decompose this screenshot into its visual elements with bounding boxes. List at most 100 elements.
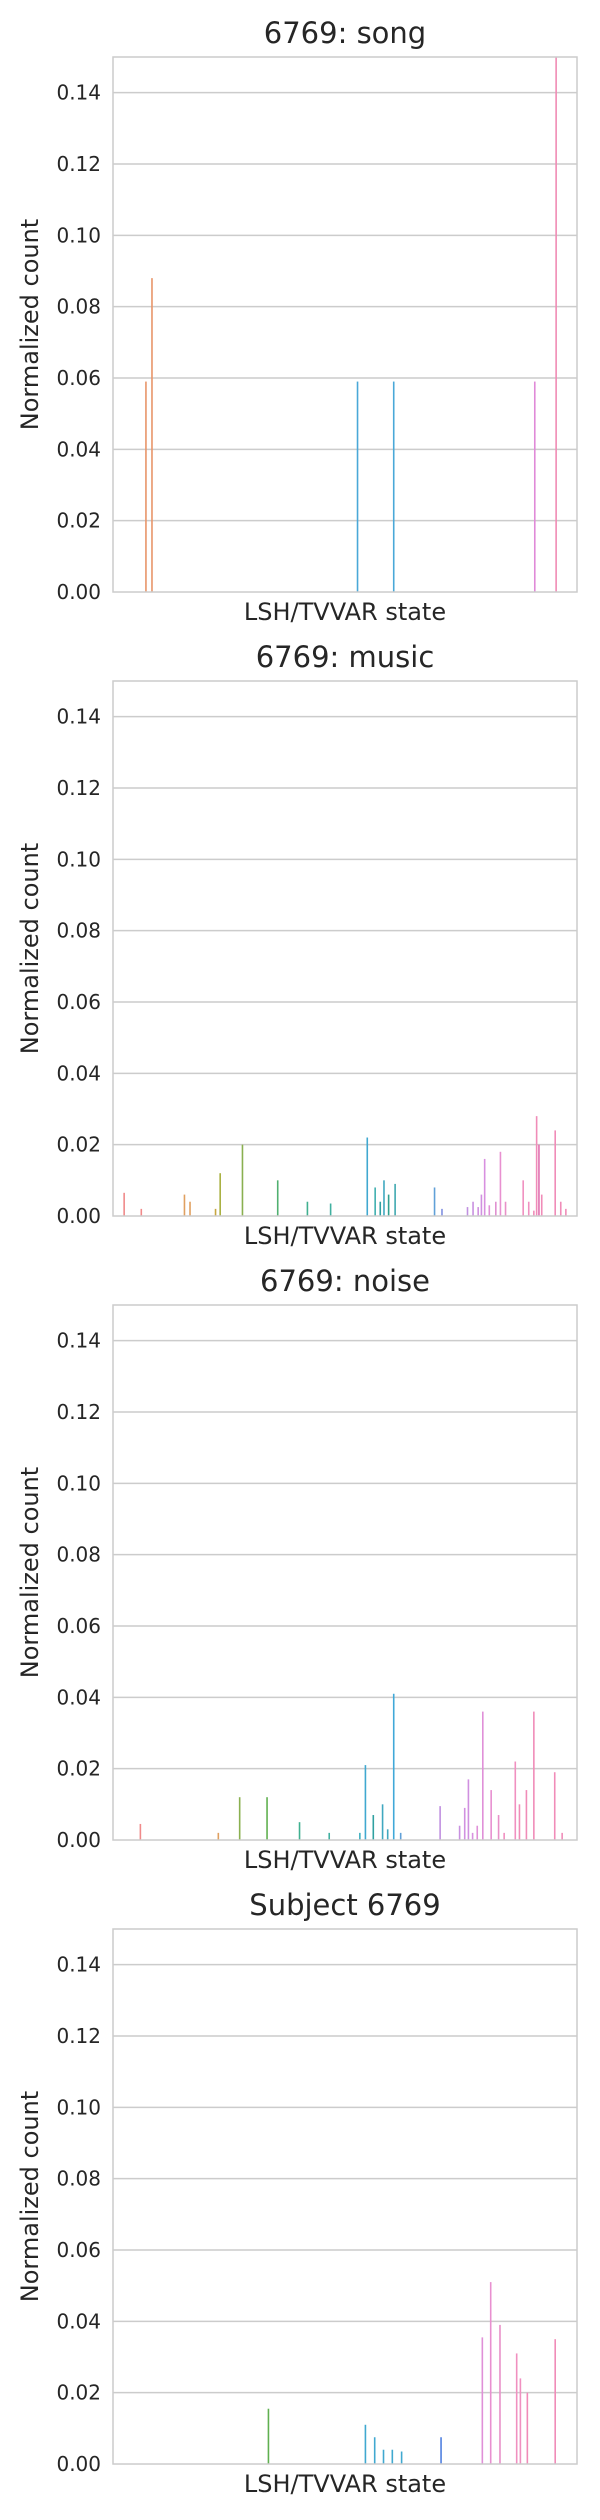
bar — [463, 1807, 466, 1840]
bar — [467, 1779, 470, 1840]
chart-svg-song: 6769: song 0.00 0.02 0.04 0.06 0.08 0.10 0.12 0… — [16, 16, 578, 626]
bar — [329, 1203, 332, 1216]
bar — [522, 1180, 524, 1216]
bar — [238, 1797, 241, 1840]
chart-panel-song: 6769: song 0.00 0.02 0.04 0.06 0.08 0.10 0.12 0… — [0, 0, 600, 630]
bar — [476, 1825, 479, 1840]
y-tick-label: 0.10 — [56, 223, 101, 247]
bar — [266, 1797, 268, 1840]
bar — [145, 381, 147, 592]
bar — [499, 1151, 502, 1216]
y-tick-label: 0.10 — [56, 1471, 101, 1495]
bar — [519, 2378, 522, 2464]
bar — [471, 1832, 474, 1840]
bar — [391, 2449, 394, 2464]
bar — [139, 1823, 142, 1840]
bar — [356, 381, 359, 592]
y-tick-label: 0.06 — [56, 2238, 101, 2262]
bar — [372, 1815, 375, 1840]
bar — [383, 1180, 385, 1216]
y-tick-label: 0.06 — [56, 366, 101, 390]
x-axis-label: LSH/TVVAR state — [244, 2470, 446, 2498]
bar — [359, 1832, 361, 1840]
y-axis-label: Normalized count — [16, 1467, 44, 1678]
bar — [490, 1790, 492, 1840]
bar — [386, 1829, 389, 1840]
bar — [189, 1201, 191, 1216]
bar — [276, 1180, 279, 1216]
bar — [526, 2392, 529, 2464]
y-axis-label: Normalized count — [16, 219, 44, 430]
bar — [440, 2437, 442, 2464]
bar — [392, 381, 395, 592]
bar — [555, 57, 557, 592]
y-tick-label: 0.10 — [56, 2095, 101, 2119]
y-tick-label: 0.02 — [56, 2381, 101, 2405]
bar — [527, 1201, 530, 1216]
bar — [565, 1208, 567, 1216]
bar — [400, 2451, 403, 2464]
y-tick-label: 0.06 — [56, 1614, 101, 1638]
y-tick-label: 0.00 — [56, 2452, 101, 2476]
y-tick-label: 0.14 — [56, 1329, 101, 1353]
y-tick-label: 0.10 — [56, 847, 101, 871]
y-axis-label: Normalized count — [16, 2091, 44, 2302]
x-axis-label: LSH/TVVAR state — [244, 1222, 446, 1250]
bar — [439, 1806, 441, 1840]
y-tick-label: 0.12 — [56, 2024, 101, 2048]
bar — [267, 2408, 270, 2464]
bar — [480, 1194, 483, 1216]
bar — [514, 1761, 517, 1840]
y-tick-label: 0.14 — [56, 1953, 101, 1977]
y-tick-label: 0.08 — [56, 919, 101, 943]
bar — [495, 1201, 497, 1216]
bar — [364, 1765, 367, 1840]
bar — [466, 1207, 469, 1216]
y-tick-label: 0.14 — [56, 81, 101, 105]
y-tick-label: 0.14 — [56, 705, 101, 729]
bar — [399, 1832, 402, 1840]
bar — [559, 1201, 562, 1216]
bar — [217, 1832, 220, 1840]
bar — [533, 381, 536, 592]
plot-frame — [112, 1304, 578, 1841]
bar — [381, 1804, 384, 1840]
y-tick-label: 0.12 — [56, 776, 101, 800]
y-tick-label: 0.02 — [56, 509, 101, 533]
bar — [489, 2282, 492, 2464]
chart-panel-subject: Subject 6769 0.00 0.02 0.04 0.06 0.08 0.10 0.1… — [0, 1872, 600, 2502]
chart-title: 6769: music — [256, 640, 435, 674]
bar — [540, 1194, 543, 1216]
bar — [553, 1772, 556, 1840]
bar — [241, 1144, 244, 1216]
y-axis-label: Normalized count — [16, 843, 44, 1054]
plot-frame — [112, 680, 578, 1217]
y-tick-label: 0.04 — [56, 2309, 101, 2333]
bar — [518, 1804, 521, 1840]
bar — [488, 1205, 491, 1216]
bar — [538, 1144, 540, 1216]
y-tick-label: 0.00 — [56, 1204, 101, 1228]
bar — [364, 2424, 367, 2464]
chart-title: 6769: noise — [260, 1264, 430, 1298]
x-axis-label: LSH/TVVAR state — [244, 1846, 446, 1874]
bar — [554, 1130, 556, 1216]
bar — [123, 1192, 125, 1216]
bar — [458, 1825, 461, 1840]
bar — [387, 1194, 390, 1216]
y-tick-label: 0.02 — [56, 1757, 101, 1781]
bar — [219, 1173, 221, 1216]
bar — [504, 1201, 507, 1216]
bar — [533, 1210, 535, 1216]
bar — [366, 1137, 369, 1216]
y-tick-label: 0.08 — [56, 2167, 101, 2191]
y-tick-label: 0.12 — [56, 1400, 101, 1424]
bar — [441, 1208, 443, 1216]
y-tick-label: 0.04 — [56, 1685, 101, 1709]
chart-panel-noise: 6769: noise 0.00 0.02 0.04 0.06 0.08 0.10 0.12… — [0, 1248, 600, 1878]
bar — [298, 1822, 301, 1840]
bar — [151, 278, 153, 592]
bar — [481, 2337, 484, 2464]
plot-frame — [112, 56, 578, 593]
plot-frame — [112, 1928, 578, 2465]
